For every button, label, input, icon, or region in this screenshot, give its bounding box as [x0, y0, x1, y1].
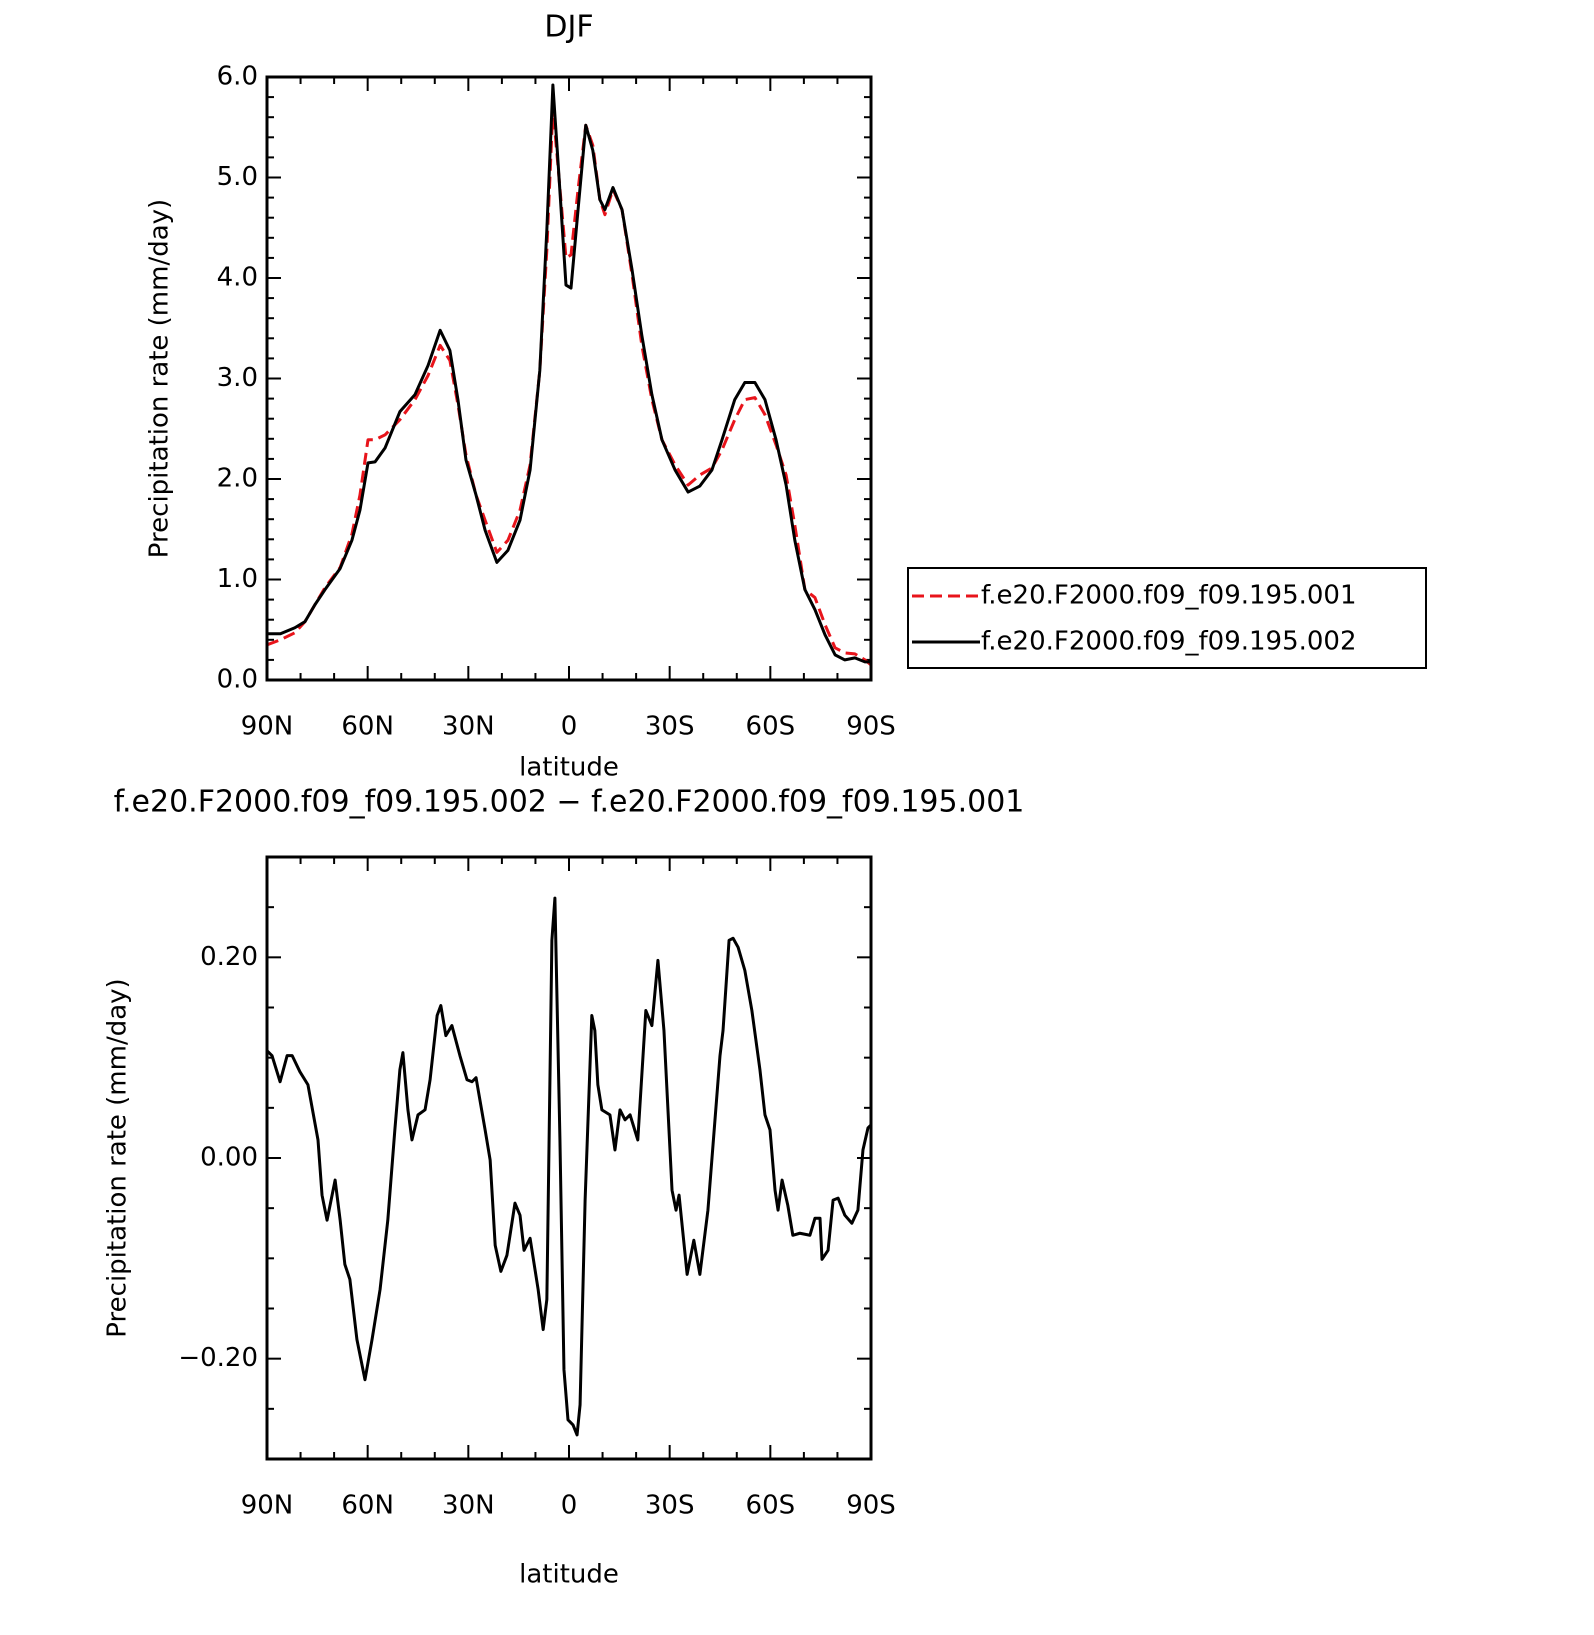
y-axis-label: Precipitation rate (mm/day): [145, 199, 175, 558]
data-line: [265, 896, 873, 1437]
chart-title: f.e20.F2000.f09_f09.195.002 − f.e20.F200…: [114, 785, 1025, 820]
x-tick-label: 90S: [846, 712, 896, 742]
plot-frame: [265, 75, 873, 682]
x-tick-label: 60N: [341, 712, 394, 742]
x-tick-label: 90S: [846, 1491, 896, 1521]
y-tick-label: 0.00: [200, 1143, 258, 1173]
x-tick-label: 60N: [341, 1491, 394, 1521]
x-tick-label: 30S: [645, 1491, 695, 1521]
y-tick-label: 5.0: [217, 162, 258, 192]
y-tick-label: 3.0: [217, 363, 258, 393]
x-tick-label: 90N: [241, 712, 294, 742]
legend-label: f.e20.F2000.f09_f09.195.001: [981, 581, 1357, 611]
data-line: [267, 83, 871, 664]
x-tick-label: 30S: [645, 712, 695, 742]
x-tick-label: 60S: [746, 712, 796, 742]
y-tick-label: 6.0: [217, 62, 258, 92]
y-tick-label: −0.20: [178, 1343, 258, 1373]
x-tick-label: 0: [561, 712, 578, 742]
y-tick-label: 0.0: [217, 665, 258, 695]
x-tick-label: 0: [561, 1491, 578, 1521]
x-tick-label: 30N: [442, 712, 495, 742]
legend-box: [907, 567, 1427, 669]
plot-frame: [265, 855, 873, 1461]
data-line: [266, 106, 872, 667]
x-tick-label: 60S: [746, 1491, 796, 1521]
y-tick-label: 2.0: [217, 464, 258, 494]
x-tick-label: 30N: [442, 1491, 495, 1521]
chart-title: DJF: [544, 10, 593, 45]
y-tick-label: 1.0: [217, 564, 258, 594]
y-tick-label: 0.20: [200, 942, 258, 972]
y-axis-label: Precipitation rate (mm/day): [103, 978, 133, 1337]
x-axis-label: latitude: [519, 1560, 619, 1590]
y-tick-label: 4.0: [217, 263, 258, 293]
legend-label: f.e20.F2000.f09_f09.195.002: [981, 627, 1357, 657]
x-axis-label: latitude: [519, 753, 619, 783]
x-tick-label: 90N: [241, 1491, 294, 1521]
